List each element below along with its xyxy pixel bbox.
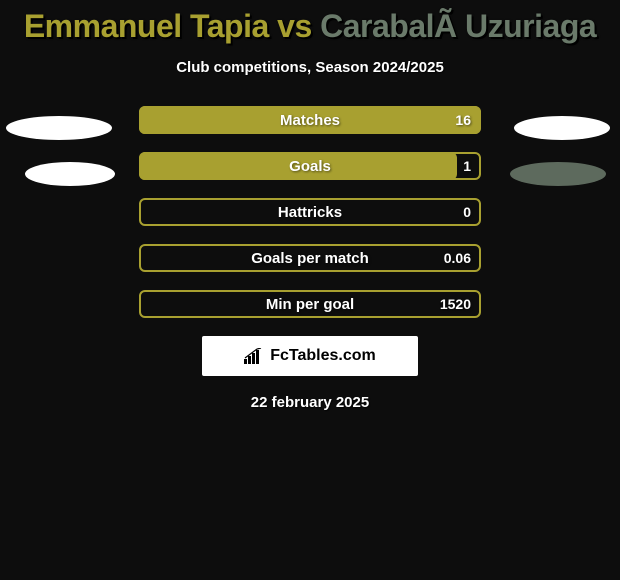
logo-box[interactable]: FcTables.com (202, 336, 418, 376)
stat-bar-value: 0 (463, 204, 471, 220)
stat-bar-value: 1520 (440, 296, 471, 312)
vs-text: vs (269, 8, 320, 44)
stat-bar-value: 16 (455, 112, 471, 128)
stat-bars: Matches 16 Goals 1 Hattricks 0 Goals per match… (139, 106, 481, 318)
chart-bars-icon (244, 348, 264, 364)
stat-bar-row: Goals per match 0.06 (139, 244, 481, 272)
stat-bar-row: Hattricks 0 (139, 198, 481, 226)
stat-bar-value: 1 (463, 158, 471, 174)
player2-name: CarabalÃ Uzuriaga (320, 8, 596, 44)
date-text: 22 february 2025 (0, 394, 620, 411)
decor-ellipse-right-1 (514, 116, 610, 140)
chart-area: Matches 16 Goals 1 Hattricks 0 Goals per match… (0, 106, 620, 411)
decor-ellipse-right-2 (510, 162, 606, 186)
stat-bar-label: Min per goal (266, 296, 354, 313)
stat-bar-label: Goals (289, 158, 331, 175)
player1-name: Emmanuel Tapia (24, 8, 269, 44)
decor-ellipse-left-1 (6, 116, 112, 140)
page-title: Emmanuel Tapia vs CarabalÃ Uzuriaga (0, 0, 620, 45)
stat-bar-label: Hattricks (278, 204, 342, 221)
stat-bar-row: Goals 1 (139, 152, 481, 180)
stat-bar-row: Matches 16 (139, 106, 481, 134)
stat-bar-label: Goals per match (251, 250, 369, 267)
subtitle: Club competitions, Season 2024/2025 (0, 59, 620, 76)
stat-bar-row: Min per goal 1520 (139, 290, 481, 318)
stat-bar-value: 0.06 (444, 250, 471, 266)
decor-ellipse-left-2 (25, 162, 115, 186)
stat-bar-label: Matches (280, 112, 340, 129)
logo-text: FcTables.com (270, 347, 376, 365)
